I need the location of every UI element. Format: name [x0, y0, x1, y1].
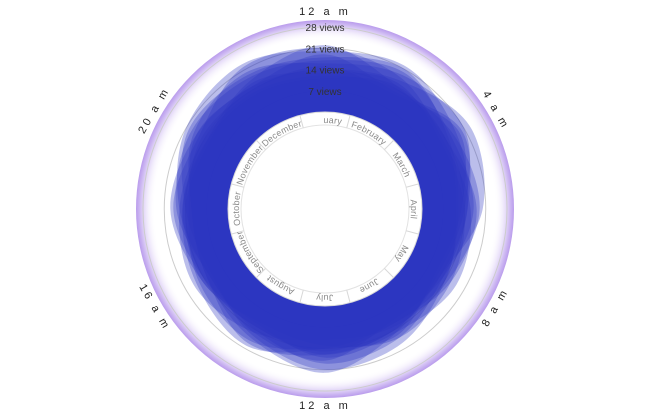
grid-rings [142, 26, 508, 392]
tick-label-28: 28 views [306, 23, 345, 34]
month-divider [256, 140, 266, 150]
grid-ring-7 [206, 90, 444, 328]
month-ring [227, 111, 423, 307]
radial-tick-labels: 7 views 14 views 21 views 28 views [306, 23, 345, 98]
month-divider [299, 115, 304, 128]
month-divider [231, 183, 244, 188]
hour-label-3: 12 a m [299, 400, 351, 412]
month-divider [384, 140, 394, 150]
grid-ring-28 [142, 26, 508, 392]
grid-ring-21 [163, 47, 487, 371]
month-divider [299, 290, 304, 303]
month-divider [231, 230, 244, 235]
month-divider [346, 115, 351, 128]
month-label-october: October [231, 191, 243, 227]
month-label-april: April [408, 199, 419, 219]
month-divider [406, 230, 419, 235]
hour-label-0: 12 a m [299, 6, 351, 18]
month-divider [384, 268, 394, 278]
tick-label-14: 14 views [306, 66, 345, 77]
month-label-july: July [315, 293, 333, 303]
month-divider [406, 183, 419, 188]
grid-ring-14 [185, 69, 465, 349]
tick-label-7: 7 views [308, 87, 341, 98]
tick-label-21: 21 views [306, 44, 345, 55]
month-divider [256, 268, 266, 278]
month-divider [346, 290, 351, 303]
